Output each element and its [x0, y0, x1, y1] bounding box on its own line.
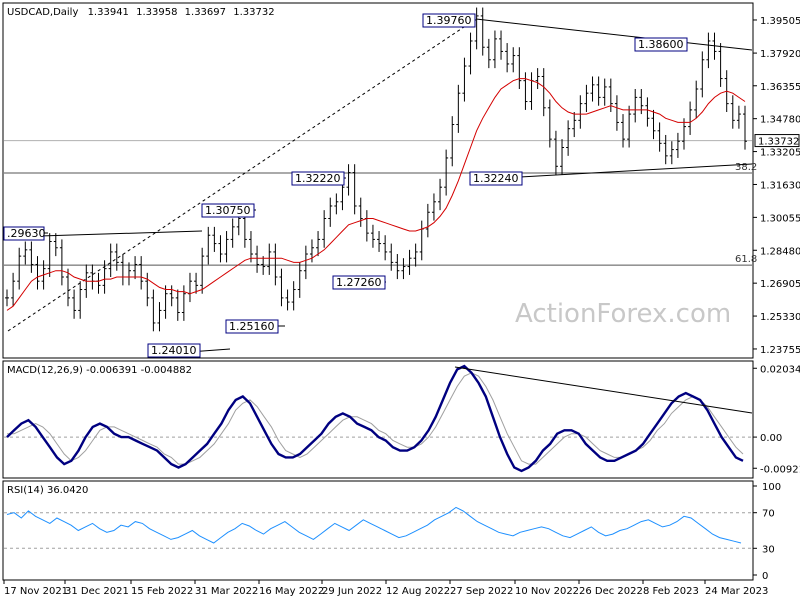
xtick-label-10: 8 Feb 2023	[643, 586, 699, 597]
macd-trendline	[454, 366, 753, 414]
price-label-0: 1.39760	[426, 14, 472, 27]
macd-panel-frame	[2, 360, 754, 479]
price-label-4: 1.30750	[205, 204, 251, 217]
rsi-guides	[4, 512, 752, 549]
price-ytick-label-7: 1.28480	[760, 246, 800, 257]
price-label-box-7	[225, 319, 279, 334]
upper-resistance-line	[475, 18, 753, 51]
xtick-label-3: 31 Mar 2022	[195, 586, 258, 597]
macd-y-axis: 0.020349 0.00 -0.009215	[753, 364, 800, 475]
macd-ytick-label-2: -0.009215	[760, 464, 800, 475]
price-title-symbol: USDCAD,Daily	[7, 7, 78, 18]
current-price-box	[754, 134, 800, 148]
price-panel-frame	[2, 2, 754, 359]
price-label-box-1	[634, 37, 688, 52]
xtick-label-9: 26 Dec 2022	[579, 586, 643, 597]
price-label-1: 1.38600	[638, 38, 684, 51]
rsi-ytick-label-1: 70	[762, 509, 775, 520]
moving-average-line	[6, 78, 746, 311]
watermark: ActionForex.com	[515, 299, 731, 329]
price-y-axis: 1.39505 1.37920 1.36355 1.34780 1.33205 1.316…	[753, 16, 800, 356]
price-ytick-label-9: 1.25330	[760, 312, 800, 323]
price-ytick-label-0: 1.39505	[760, 16, 800, 27]
price-label-5: .29630	[7, 227, 46, 240]
price-label-box-5	[3, 226, 45, 241]
price-ytick-label-8: 1.26905	[760, 279, 800, 290]
rsi-ytick-label-2: 30	[762, 544, 775, 555]
price-title-low: 1.33697	[185, 7, 226, 18]
price-ytick-label-3: 1.34780	[760, 115, 800, 126]
price-ytick-label-10: 1.23755	[760, 345, 800, 356]
price-label-8: 1.24010	[151, 344, 197, 357]
price-label-box-0	[422, 13, 476, 28]
price-title-high: 1.33958	[136, 7, 177, 18]
price-label-box-2	[291, 171, 345, 186]
price-label-box-3	[469, 171, 523, 186]
price-ytick-label-6: 1.30055	[760, 213, 800, 224]
price-ytick-label-2: 1.36355	[760, 82, 800, 93]
price-trendlines	[7, 18, 753, 356]
xtick-label-0: 17 Nov 2021	[4, 586, 68, 597]
xtick-label-5: 29 Jun 2022	[322, 586, 382, 597]
macd-line	[6, 364, 744, 473]
price-title: USDCAD,Daily 1.33941 1.33958 1.33697 1.3…	[7, 7, 275, 18]
xtick-label-8: 10 Nov 2022	[515, 586, 579, 597]
price-label-2: 1.32220	[295, 172, 341, 185]
rsi-line	[6, 506, 742, 544]
current-price-label: 1.33732	[758, 137, 799, 148]
fib-label-0: 38.2	[735, 162, 757, 173]
macd-ytick-label-0: 0.020349	[760, 364, 800, 375]
price-label-box-8	[147, 343, 201, 358]
dashed-trendline	[7, 18, 477, 332]
rsi-title: RSI(14) 36.0420	[7, 485, 88, 496]
fib-label-1: 61.8	[735, 254, 757, 265]
xtick-label-4: 16 May 2022	[259, 586, 324, 597]
price-label-6: 1.27260	[336, 276, 382, 289]
price-ytick-label-5: 1.31630	[760, 180, 800, 191]
xtick-label-11: 24 Mar 2023	[705, 586, 768, 597]
rsi-ytick-label-0: 100	[762, 482, 781, 493]
rsi-panel-frame	[2, 480, 754, 581]
xtick-label-2: 15 Feb 2022	[131, 586, 193, 597]
rsi-ytick-label-3: 0	[762, 571, 768, 582]
rsi-y-axis: 100 70 30 0	[753, 482, 781, 582]
lower-support-line	[519, 163, 753, 178]
price-ytick-label-4: 1.33205	[760, 148, 800, 159]
price-ytick-label-1: 1.37920	[760, 49, 800, 60]
xtick-label-6: 12 Aug 2022	[386, 586, 450, 597]
price-label-7: 1.25160	[229, 320, 275, 333]
price-label-box-6	[332, 275, 386, 290]
xtick-label-7: 27 Sep 2022	[450, 586, 513, 597]
xtick-label-1: 31 Dec 2021	[65, 586, 129, 597]
price-label-3: 1.32240	[473, 172, 519, 185]
macd-title: MACD(12,26,9) -0.006391 -0.004882	[7, 365, 192, 376]
price-label-box-4	[201, 203, 255, 218]
price-title-open: 1.33941	[88, 7, 129, 18]
price-labels: 1.39760 1.38600 1.32220 1.32240 1.30750 .2963…	[3, 13, 688, 358]
macd-ytick-label-1: 0.00	[760, 433, 782, 444]
price-title-close: 1.33732	[233, 7, 274, 18]
